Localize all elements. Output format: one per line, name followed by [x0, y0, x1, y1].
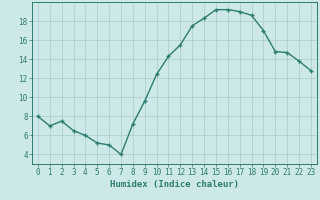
X-axis label: Humidex (Indice chaleur): Humidex (Indice chaleur)	[110, 180, 239, 189]
